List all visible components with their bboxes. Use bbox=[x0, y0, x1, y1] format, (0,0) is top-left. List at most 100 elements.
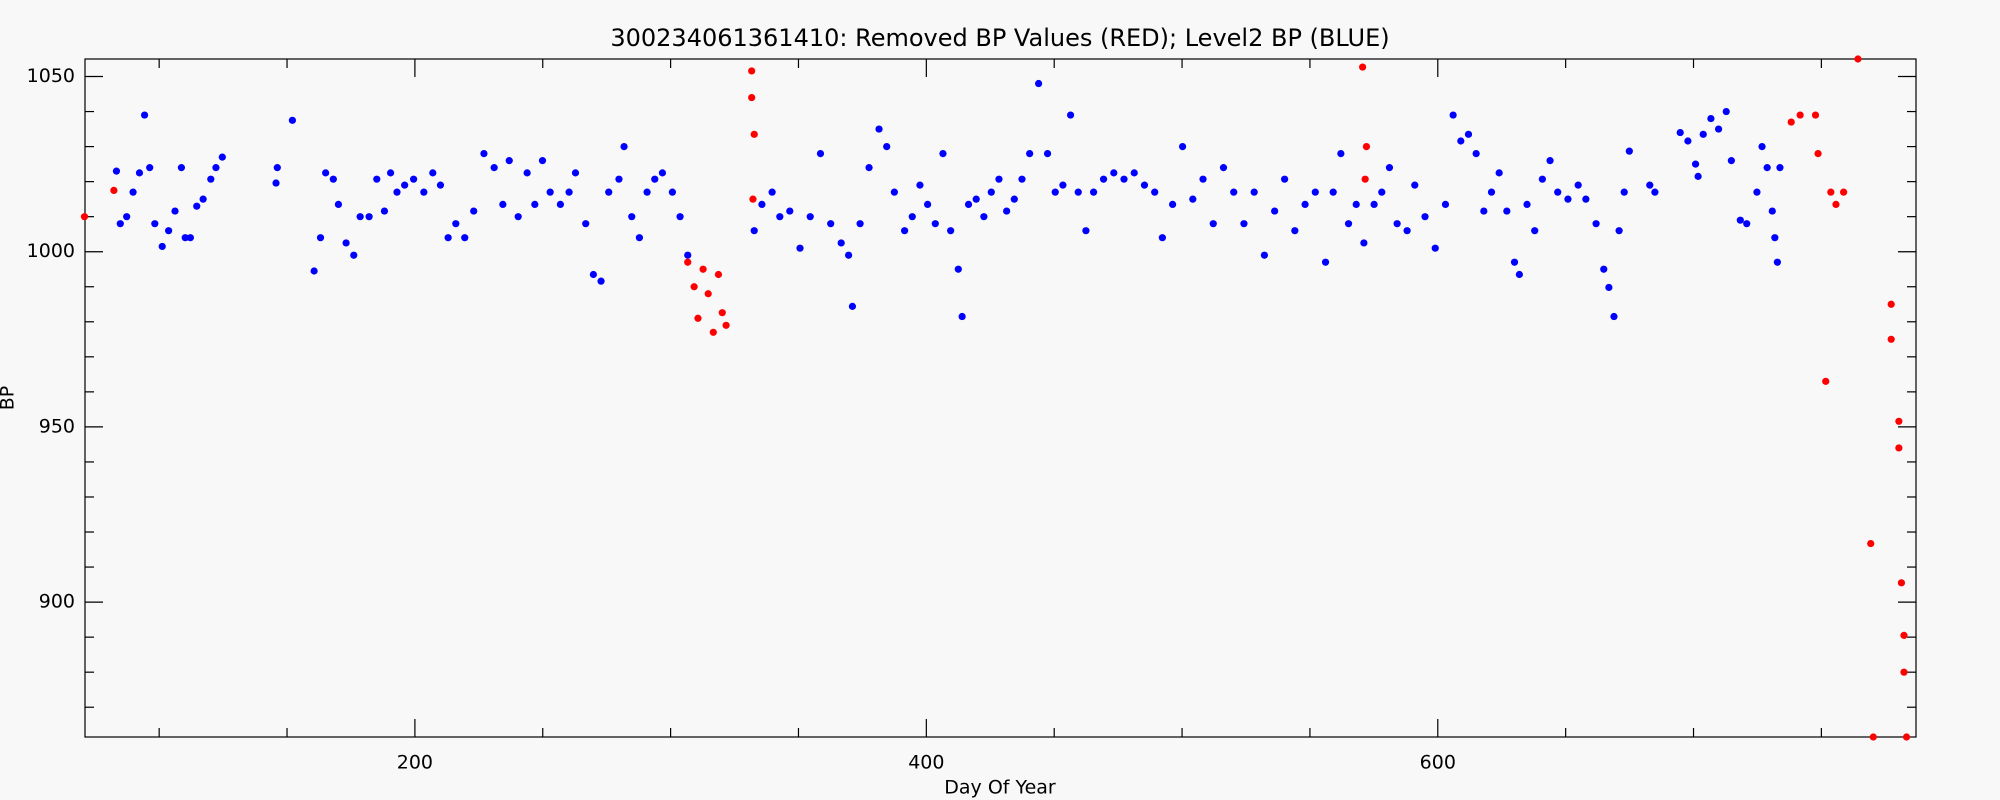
data-point bbox=[1699, 130, 1707, 138]
data-point bbox=[538, 157, 547, 165]
data-point bbox=[1694, 172, 1702, 180]
data-point bbox=[1515, 270, 1523, 279]
data-point bbox=[1510, 258, 1519, 266]
data-point bbox=[995, 175, 1003, 183]
data-point bbox=[1605, 283, 1613, 292]
data-point bbox=[1867, 539, 1875, 548]
data-point bbox=[954, 265, 962, 273]
data-point bbox=[1360, 239, 1368, 247]
data-point bbox=[908, 213, 916, 221]
data-point bbox=[1169, 200, 1177, 209]
data-point bbox=[980, 213, 988, 221]
data-point bbox=[837, 239, 845, 247]
data-point bbox=[1411, 181, 1419, 189]
data-point bbox=[1615, 227, 1623, 235]
data-point bbox=[750, 227, 758, 235]
data-point bbox=[916, 181, 924, 189]
data-point bbox=[1582, 195, 1590, 203]
data-point bbox=[1811, 111, 1820, 119]
x-tick-label: 400 bbox=[908, 752, 944, 774]
data-point bbox=[129, 188, 137, 196]
data-point bbox=[386, 169, 395, 177]
data-point bbox=[865, 164, 873, 172]
data-point bbox=[1421, 213, 1429, 221]
data-point bbox=[1887, 335, 1895, 343]
data-point bbox=[651, 175, 659, 183]
data-point bbox=[1431, 244, 1439, 252]
data-point bbox=[958, 312, 966, 321]
data-point bbox=[1329, 188, 1337, 196]
data-point bbox=[1120, 175, 1128, 183]
data-point bbox=[401, 181, 409, 189]
data-point bbox=[1538, 175, 1546, 183]
y-axis-label: BP bbox=[0, 386, 19, 411]
data-point bbox=[709, 328, 717, 336]
data-point bbox=[177, 164, 186, 172]
data-point bbox=[135, 169, 144, 177]
data-point bbox=[110, 186, 118, 194]
data-point bbox=[1189, 195, 1197, 203]
data-point bbox=[199, 195, 207, 203]
data-point bbox=[140, 111, 149, 119]
data-point bbox=[668, 188, 677, 196]
data-point bbox=[931, 220, 939, 228]
data-point bbox=[1140, 181, 1149, 189]
data-point bbox=[1503, 207, 1511, 215]
data-point bbox=[1240, 220, 1248, 228]
data-point bbox=[1281, 175, 1289, 183]
data-point bbox=[1130, 169, 1138, 177]
data-point bbox=[1271, 207, 1279, 215]
data-point bbox=[1600, 265, 1608, 273]
plot-frame bbox=[84, 58, 1917, 738]
data-point bbox=[151, 220, 159, 228]
data-point bbox=[123, 213, 131, 221]
data-point bbox=[676, 213, 684, 221]
data-point bbox=[565, 188, 573, 196]
data-point bbox=[1099, 175, 1108, 183]
data-point bbox=[1651, 188, 1659, 196]
data-point bbox=[1441, 200, 1450, 209]
data-point bbox=[1059, 181, 1067, 189]
data-point bbox=[964, 200, 973, 209]
data-point bbox=[615, 175, 623, 183]
data-point bbox=[571, 169, 580, 177]
data-point bbox=[1361, 175, 1369, 183]
data-point bbox=[1074, 188, 1082, 196]
data-point bbox=[1554, 188, 1562, 196]
data-point bbox=[356, 213, 364, 221]
x-axis-label: Day Of Year bbox=[944, 777, 1056, 799]
data-point bbox=[514, 213, 522, 221]
data-point bbox=[1209, 220, 1217, 228]
data-point bbox=[684, 251, 692, 259]
data-point bbox=[480, 150, 488, 158]
data-point bbox=[1763, 164, 1771, 172]
data-point bbox=[776, 213, 784, 221]
data-point bbox=[1385, 164, 1394, 172]
data-point bbox=[1344, 220, 1353, 228]
data-point bbox=[1151, 188, 1159, 196]
data-point bbox=[1610, 312, 1618, 321]
data-point bbox=[1003, 207, 1011, 215]
data-point bbox=[1727, 157, 1735, 165]
data-point bbox=[1753, 188, 1761, 196]
data-point bbox=[1199, 175, 1207, 183]
data-point bbox=[796, 244, 804, 252]
data-point bbox=[1026, 150, 1034, 158]
data-point bbox=[827, 220, 835, 228]
data-point bbox=[212, 164, 220, 172]
data-point bbox=[1796, 111, 1804, 119]
y-tick-label: 900 bbox=[39, 591, 75, 613]
data-point bbox=[939, 150, 947, 158]
data-point bbox=[718, 309, 726, 317]
data-point bbox=[844, 251, 853, 259]
chart-title: 300234061361410: Removed BP Values (RED)… bbox=[610, 24, 1389, 52]
data-point bbox=[429, 169, 437, 177]
data-point bbox=[523, 169, 531, 177]
data-point bbox=[1564, 195, 1572, 203]
data-point bbox=[316, 234, 325, 242]
y-tick-label: 1050 bbox=[27, 65, 75, 87]
data-point bbox=[1457, 137, 1465, 145]
data-point bbox=[901, 227, 909, 235]
data-point bbox=[1464, 130, 1473, 138]
